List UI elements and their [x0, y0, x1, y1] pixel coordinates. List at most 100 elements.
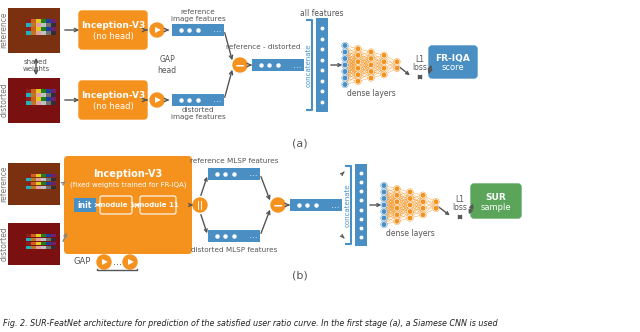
Circle shape — [381, 183, 387, 188]
Bar — [51, 97, 56, 101]
Bar — [41, 174, 45, 177]
Circle shape — [433, 206, 439, 211]
Bar — [51, 178, 56, 181]
Text: ...: ... — [131, 200, 140, 210]
Text: ▶: ▶ — [102, 258, 108, 267]
Circle shape — [342, 49, 348, 55]
Bar — [41, 93, 45, 97]
Circle shape — [394, 218, 400, 224]
Text: ...: ... — [113, 257, 122, 267]
Text: (b): (b) — [292, 271, 308, 281]
Bar — [172, 24, 224, 36]
Bar — [36, 237, 41, 241]
Text: shared
weights: shared weights — [22, 59, 50, 72]
Bar — [51, 89, 56, 93]
Bar — [26, 245, 31, 249]
Bar — [31, 237, 36, 241]
Circle shape — [394, 212, 400, 217]
Bar — [208, 168, 260, 180]
Bar — [41, 241, 45, 245]
Bar — [41, 178, 45, 181]
Ellipse shape — [150, 93, 164, 107]
FancyBboxPatch shape — [100, 196, 132, 214]
Bar — [36, 174, 41, 177]
Bar — [31, 178, 36, 181]
Ellipse shape — [271, 198, 285, 212]
Circle shape — [342, 56, 348, 61]
Circle shape — [407, 209, 413, 214]
Bar — [36, 233, 41, 237]
FancyBboxPatch shape — [140, 196, 176, 214]
Circle shape — [394, 65, 400, 71]
Bar — [46, 237, 51, 241]
Bar — [26, 89, 31, 93]
Bar — [26, 31, 31, 35]
Bar — [8, 223, 60, 265]
Bar — [51, 174, 56, 177]
Bar — [31, 182, 36, 185]
Bar — [26, 237, 31, 241]
Bar — [46, 23, 51, 27]
Bar — [26, 19, 31, 23]
Text: (no head): (no head) — [93, 32, 133, 41]
Circle shape — [355, 59, 361, 64]
Bar — [31, 174, 36, 177]
Bar — [26, 174, 31, 177]
Circle shape — [381, 65, 387, 71]
Bar — [51, 237, 56, 241]
Circle shape — [420, 199, 426, 205]
Text: (fixed weights trained for FR-IQA): (fixed weights trained for FR-IQA) — [70, 182, 186, 188]
Text: (no head): (no head) — [93, 102, 133, 111]
Circle shape — [394, 193, 400, 198]
Bar — [36, 101, 41, 105]
Text: distorted: distorted — [0, 227, 8, 261]
Bar — [26, 97, 31, 101]
Circle shape — [342, 62, 348, 68]
Ellipse shape — [233, 58, 247, 72]
Bar — [355, 164, 367, 246]
Text: reference - distorted: reference - distorted — [226, 44, 300, 50]
Text: ...: ... — [212, 96, 221, 105]
Circle shape — [381, 72, 387, 78]
Bar — [51, 23, 56, 27]
Text: reference: reference — [0, 12, 8, 48]
Text: sample: sample — [481, 203, 511, 211]
Bar — [36, 178, 41, 181]
Bar — [31, 233, 36, 237]
Bar — [46, 89, 51, 93]
Circle shape — [368, 75, 374, 81]
Bar — [46, 174, 51, 177]
Bar — [316, 18, 328, 112]
Bar — [31, 101, 36, 105]
Bar — [8, 163, 60, 205]
Bar — [46, 97, 51, 101]
Text: concatenate: concatenate — [306, 43, 312, 87]
Bar — [46, 241, 51, 245]
Bar — [36, 186, 41, 189]
Bar — [36, 241, 41, 245]
Bar — [8, 78, 60, 123]
Bar — [31, 245, 36, 249]
Bar — [26, 233, 31, 237]
Circle shape — [394, 199, 400, 205]
Bar — [36, 19, 41, 23]
Bar — [74, 198, 96, 212]
Text: ...: ... — [331, 201, 339, 209]
Bar — [41, 101, 45, 105]
Circle shape — [407, 215, 413, 221]
Text: all features: all features — [300, 9, 344, 18]
Bar — [252, 59, 304, 71]
Text: distorted: distorted — [0, 83, 8, 118]
Bar — [41, 182, 45, 185]
Bar — [26, 178, 31, 181]
Text: Inception-V3: Inception-V3 — [81, 22, 145, 31]
FancyBboxPatch shape — [64, 156, 192, 254]
Bar — [36, 245, 41, 249]
Bar — [46, 27, 51, 31]
Circle shape — [368, 69, 374, 74]
Circle shape — [368, 62, 374, 68]
Circle shape — [394, 59, 400, 64]
Text: ||: || — [197, 201, 203, 209]
Text: reference
image features: reference image features — [171, 10, 225, 23]
Circle shape — [342, 75, 348, 81]
